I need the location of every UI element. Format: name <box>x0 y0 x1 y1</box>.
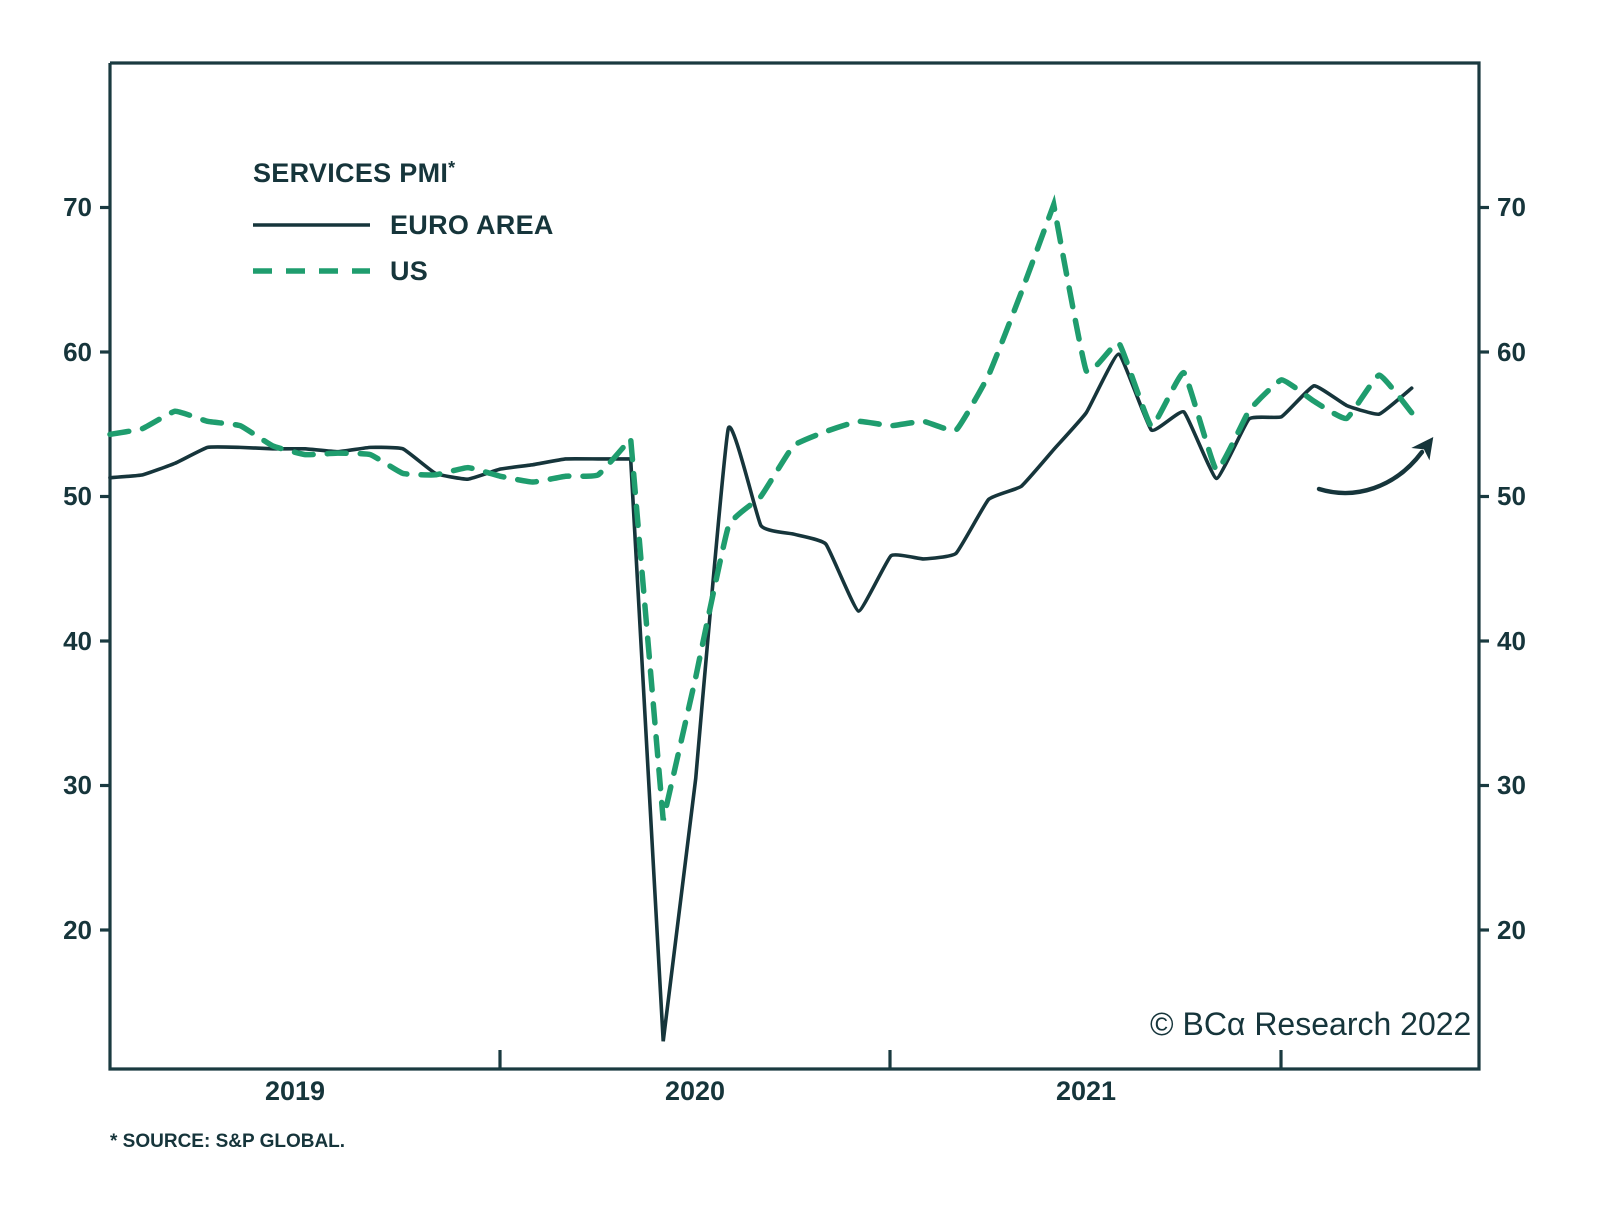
svg-text:EURO AREA: EURO AREA <box>390 210 554 240</box>
svg-text:US: US <box>390 256 428 286</box>
svg-text:2020: 2020 <box>665 1076 725 1106</box>
svg-text:* SOURCE: S&P GLOBAL.: * SOURCE: S&P GLOBAL. <box>110 1131 345 1152</box>
svg-text:30: 30 <box>63 770 92 800</box>
svg-text:40: 40 <box>63 626 92 656</box>
svg-text:30: 30 <box>1497 770 1526 800</box>
svg-text:40: 40 <box>1497 626 1526 656</box>
svg-text:2021: 2021 <box>1056 1076 1116 1106</box>
svg-text:2019: 2019 <box>265 1076 325 1106</box>
svg-text:70: 70 <box>1497 192 1526 222</box>
svg-text:20: 20 <box>63 915 92 945</box>
svg-text:60: 60 <box>63 337 92 367</box>
svg-text:20: 20 <box>1497 915 1526 945</box>
svg-text:60: 60 <box>1497 337 1526 367</box>
svg-text:50: 50 <box>1497 481 1526 511</box>
svg-text:70: 70 <box>63 192 92 222</box>
svg-text:50: 50 <box>63 481 92 511</box>
svg-text:© BCα Research 2022: © BCα Research 2022 <box>1150 1006 1471 1042</box>
svg-text:SERVICES PMI*: SERVICES PMI* <box>253 158 455 188</box>
